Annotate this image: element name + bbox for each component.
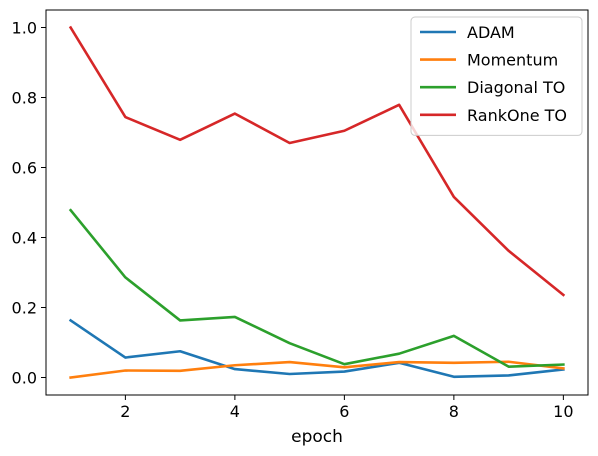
x-axis-label: epoch: [291, 427, 343, 447]
x-tick-label: 8: [449, 402, 459, 421]
plot-area: [68, 25, 566, 379]
x-tick-label: 6: [339, 402, 349, 421]
series-line-momentum: [69, 360, 565, 379]
series-line-adam: [68, 318, 565, 379]
y-tick-label: 0.4: [12, 229, 37, 248]
plot-frame: [45, 9, 589, 396]
y-tick-label: 0.0: [12, 369, 37, 388]
y-tick-label: 0.2: [12, 299, 37, 318]
legend-box: [410, 16, 583, 136]
legend-label-adam: ADAM: [467, 23, 515, 42]
series-line-rankone-to: [68, 25, 566, 297]
y-tick-label: 0.8: [12, 89, 37, 108]
legend: ADAM Momentum Diagonal TO RankOne TO: [410, 16, 583, 136]
legend-label-diagonal-to: Diagonal TO: [467, 78, 565, 97]
x-tick-label: 2: [120, 402, 130, 421]
y-tick-label: 1.0: [12, 19, 37, 38]
axis-ticks: 2 4 6 8 10 0.0 0.2 0.4 0.6 0.8 1.0: [12, 19, 574, 422]
series-line-diagonal-to: [68, 208, 565, 368]
legend-label-momentum: Momentum: [467, 51, 558, 70]
legend-label-rankone-to: RankOne TO: [467, 106, 567, 125]
y-tick-label: 0.6: [12, 159, 37, 178]
x-tick-label: 4: [230, 402, 240, 421]
x-tick-label: 10: [553, 402, 573, 421]
